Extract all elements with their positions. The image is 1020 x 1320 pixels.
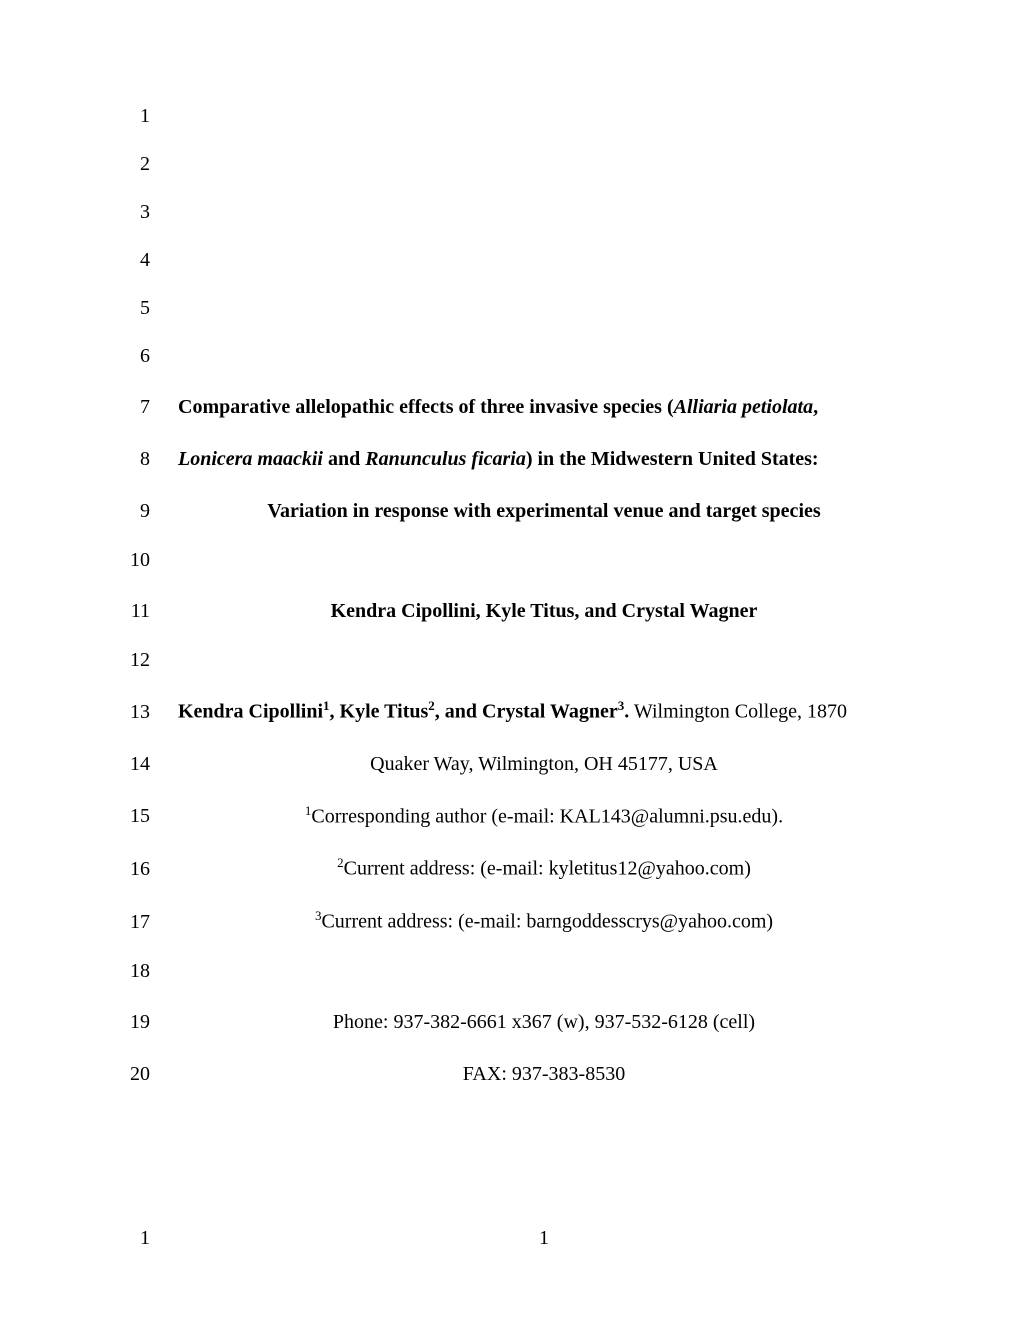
line-content: Comparative allelopathic effects of thre…: [178, 393, 910, 421]
page-footer: 1 1: [110, 1227, 910, 1250]
manuscript-line: 1: [110, 105, 910, 129]
text-segment: Ranunculus ficaria: [365, 448, 526, 470]
text-segment: Comparative allelopathic effects of thre…: [178, 396, 674, 418]
line-number: 5: [110, 297, 150, 320]
manuscript-line: 12: [110, 649, 910, 673]
line-content: Phone: 937-382-6661 x367 (w), 937-532-61…: [178, 1008, 910, 1036]
manuscript-line: 7 Comparative allelopathic effects of thr…: [110, 393, 910, 421]
line-content: Variation in response with experimental …: [178, 497, 910, 525]
text-segment: ,: [813, 396, 818, 418]
line-number: 20: [110, 1063, 150, 1086]
line-content: Lonicera maackii and Ranunculus ficaria)…: [178, 445, 910, 473]
line-content: Kendra Cipollini, Kyle Titus, and Crysta…: [178, 597, 910, 625]
manuscript-line: 9 Variation in response with experimental…: [110, 497, 910, 525]
manuscript-line: 5: [110, 297, 910, 321]
text-segment: Kendra Cipollini, Kyle Titus, and Crysta…: [331, 600, 758, 622]
text-segment: Current address: (e-mail: barngoddesscry…: [321, 911, 773, 933]
line-number: 13: [110, 701, 150, 724]
text-segment: , Kyle Titus: [330, 701, 429, 723]
line-number: 7: [110, 396, 150, 419]
line-number: 3: [110, 201, 150, 224]
manuscript-line: 11 Kendra Cipollini, Kyle Titus, and Crys…: [110, 597, 910, 625]
text-segment: FAX: 937-383-8530: [463, 1063, 625, 1085]
footer-left-number: 1: [110, 1227, 150, 1250]
manuscript-line: 2: [110, 153, 910, 177]
line-number: 10: [110, 549, 150, 572]
line-content: 1Corresponding author (e-mail: KAL143@al…: [178, 802, 910, 831]
footer-page-number: 1: [178, 1227, 910, 1250]
line-number: 4: [110, 249, 150, 272]
line-number: 11: [110, 600, 150, 623]
manuscript-line: 14 Quaker Way, Wilmington, OH 45177, USA: [110, 750, 910, 778]
line-content: 3Current address: (e-mail: barngoddesscr…: [178, 907, 910, 936]
line-number: 19: [110, 1011, 150, 1034]
line-number: 16: [110, 858, 150, 881]
manuscript-line: 17 3Current address: (e-mail: barngoddess…: [110, 907, 910, 936]
line-number: 18: [110, 960, 150, 983]
manuscript-line: 19 Phone: 937-382-6661 x367 (w), 937-532-…: [110, 1008, 910, 1036]
text-segment: Quaker Way, Wilmington, OH 45177, USA: [370, 753, 718, 775]
text-segment: , and Crystal Wagner: [435, 701, 618, 723]
text-segment: Wilmington College, 1870: [629, 701, 847, 723]
line-number: 1: [110, 105, 150, 128]
line-number: 6: [110, 345, 150, 368]
line-number: 8: [110, 448, 150, 471]
line-number: 2: [110, 153, 150, 176]
line-content: 2Current address: (e-mail: kyletitus12@y…: [178, 854, 910, 883]
text-segment: Alliaria petiolata: [674, 396, 813, 418]
manuscript-line: 13 Kendra Cipollini1, Kyle Titus2, and Cr…: [110, 697, 910, 726]
text-segment: and: [323, 448, 365, 470]
text-segment: Corresponding author (e-mail: KAL143@alu…: [311, 805, 783, 827]
manuscript-line: 18: [110, 960, 910, 984]
text-segment: ) in the Midwestern United States:: [526, 448, 819, 470]
manuscript-line: 8 Lonicera maackii and Ranunculus ficaria…: [110, 445, 910, 473]
manuscript-body: 1234567Comparative allelopathic effects …: [110, 105, 910, 1088]
line-number: 15: [110, 805, 150, 828]
text-segment: Phone: 937-382-6661 x367 (w), 937-532-61…: [333, 1011, 755, 1033]
line-content: FAX: 937-383-8530: [178, 1060, 910, 1088]
line-number: 9: [110, 500, 150, 523]
manuscript-line: 16 2Current address: (e-mail: kyletitus12…: [110, 854, 910, 883]
line-content: Kendra Cipollini1, Kyle Titus2, and Crys…: [178, 697, 910, 726]
manuscript-line: 15 1Corresponding author (e-mail: KAL143@…: [110, 802, 910, 831]
manuscript-line: 4: [110, 249, 910, 273]
line-number: 14: [110, 753, 150, 776]
line-content: Quaker Way, Wilmington, OH 45177, USA: [178, 750, 910, 778]
text-segment: Variation in response with experimental …: [267, 500, 820, 522]
text-segment: Kendra Cipollini: [178, 701, 323, 723]
text-segment: Current address: (e-mail: kyletitus12@ya…: [344, 858, 751, 880]
manuscript-line: 6: [110, 345, 910, 369]
manuscript-line: 20 FAX: 937-383-8530: [110, 1060, 910, 1088]
line-number: 12: [110, 649, 150, 672]
line-number: 17: [110, 911, 150, 934]
manuscript-line: 3: [110, 201, 910, 225]
text-segment: Lonicera maackii: [178, 448, 323, 470]
manuscript-line: 10: [110, 549, 910, 573]
